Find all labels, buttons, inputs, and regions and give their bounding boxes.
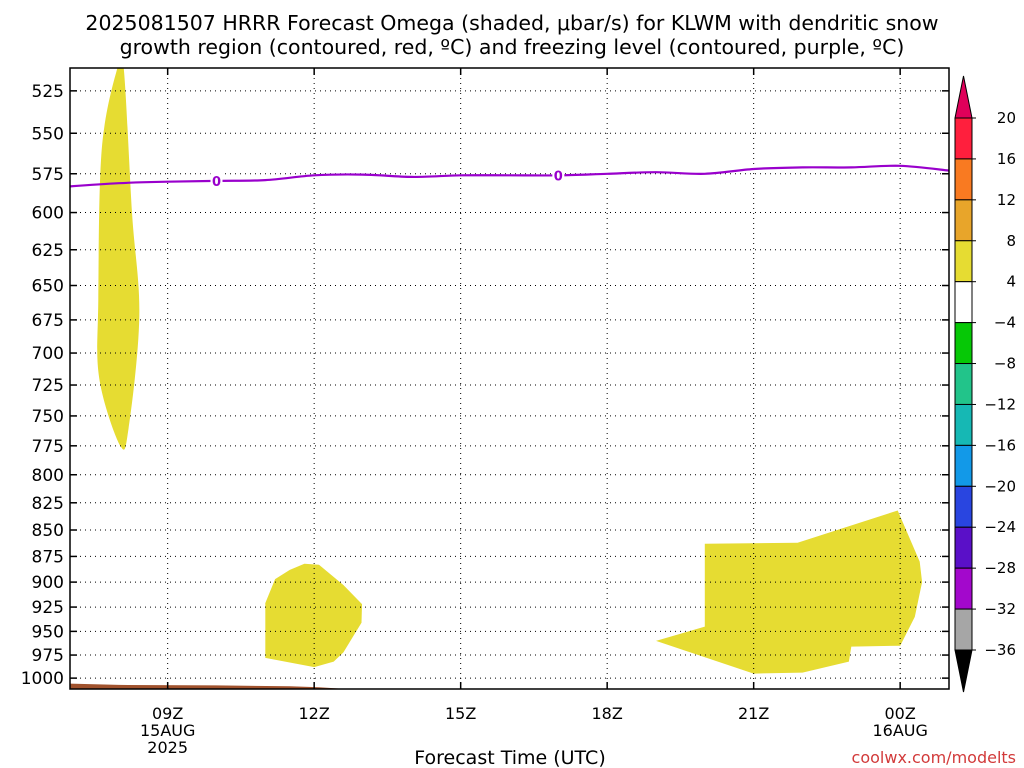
chart-title-line2: growth region (contoured, red, ºC) and f… xyxy=(120,35,905,59)
y-tick-label: 650 xyxy=(32,277,64,297)
colorbar-segment xyxy=(954,322,973,365)
y-tick-label: 1000 xyxy=(21,669,64,689)
y-tick-label: 550 xyxy=(32,124,64,144)
y-tick-label: 925 xyxy=(32,598,64,618)
omega-shading-layer xyxy=(70,68,949,689)
freezing-label-bg xyxy=(552,167,565,184)
colorbar-label: −36 xyxy=(984,641,1016,659)
y-tick-label: 850 xyxy=(32,521,64,541)
y-tick-label: 750 xyxy=(32,407,64,427)
colorbar-segment xyxy=(954,158,973,201)
y-tick-label: 625 xyxy=(32,241,64,261)
colorbar-segment xyxy=(954,567,973,610)
colorbar-segment xyxy=(954,608,973,651)
colorbar-label: −20 xyxy=(984,477,1016,495)
y-tick-label: 825 xyxy=(32,494,64,514)
x-tick-label: 12Z xyxy=(299,704,330,723)
grid-layer xyxy=(70,68,949,689)
colorbar-segment xyxy=(954,117,973,160)
colorbar-label: −12 xyxy=(984,395,1016,413)
chart-title-line1: 2025081507 HRRR Forecast Omega (shaded, … xyxy=(85,11,938,35)
colorbar-label: 4 xyxy=(1006,273,1016,291)
y-tick-label: 575 xyxy=(32,165,64,185)
y-tick-label: 700 xyxy=(32,344,64,364)
colorbar-segment xyxy=(954,444,973,487)
y-tick-label: 600 xyxy=(32,204,64,224)
freezing-level-label: 0 xyxy=(554,169,563,184)
omega-region-2 xyxy=(265,563,362,668)
y-tick-label: 900 xyxy=(32,573,64,593)
omega-region-1 xyxy=(97,68,140,450)
colorbar-label: −4 xyxy=(994,314,1016,332)
colorbar-bottom-arrow xyxy=(954,649,973,693)
y-tick-label: 875 xyxy=(32,547,64,567)
y-tick-label: 950 xyxy=(32,622,64,642)
colorbar: 20 16 12 8 4 −4 −8 −12 −16 −20 −24 −28 −32 −36 xyxy=(954,75,1016,693)
x-tick-label: 15Z xyxy=(445,704,476,723)
colorbar-label: −24 xyxy=(984,518,1016,536)
colorbar-label: 12 xyxy=(997,191,1016,209)
colorbar-label: 8 xyxy=(1006,232,1016,250)
x-axis-label: Forecast Time (UTC) xyxy=(414,747,605,768)
freezing-level-line xyxy=(70,164,949,188)
colorbar-segment xyxy=(954,485,973,528)
x-tick-label: 00Z xyxy=(885,704,916,723)
colorbar-segment xyxy=(954,526,973,569)
plot-frame xyxy=(69,67,950,690)
freezing-label-bg xyxy=(210,172,223,189)
y-tick-label: 975 xyxy=(32,646,64,666)
colorbar-label: 16 xyxy=(997,150,1016,168)
y-tick-label: 525 xyxy=(32,82,64,102)
y-tick-label: 675 xyxy=(32,311,64,331)
x-tick-label: 16AUG xyxy=(872,721,927,740)
colorbar-segment xyxy=(954,240,973,283)
colorbar-label: −28 xyxy=(984,559,1016,577)
x-tick-label: 2025 xyxy=(147,738,188,757)
colorbar-segment xyxy=(954,363,973,405)
colorbar-segment xyxy=(954,199,973,242)
x-tick-label: 09Z xyxy=(152,704,183,723)
axes-layer: 525 550 575 600 625 650 675 700 725 750 775 800 825 8… xyxy=(21,67,950,757)
ground-surface xyxy=(70,683,949,689)
y-tick-label: 775 xyxy=(32,437,64,457)
colorbar-label: −8 xyxy=(994,355,1016,373)
colorbar-label: 20 xyxy=(997,109,1016,127)
x-tick-label: 21Z xyxy=(738,704,769,723)
colorbar-segment xyxy=(954,281,973,324)
credit-text: coolwx.com/modelts xyxy=(852,748,1016,767)
colorbar-top-arrow xyxy=(954,75,973,119)
omega-region-3 xyxy=(656,510,923,674)
colorbar-label: −16 xyxy=(984,436,1016,454)
colorbar-label: −32 xyxy=(984,600,1016,618)
freezing-level-label: 0 xyxy=(212,175,221,190)
y-tick-label: 800 xyxy=(32,466,64,486)
y-tick-label: 725 xyxy=(32,376,64,396)
colorbar-segment xyxy=(954,403,973,446)
x-tick-label: 18Z xyxy=(592,704,623,723)
x-tick-label: 15AUG xyxy=(140,721,195,740)
